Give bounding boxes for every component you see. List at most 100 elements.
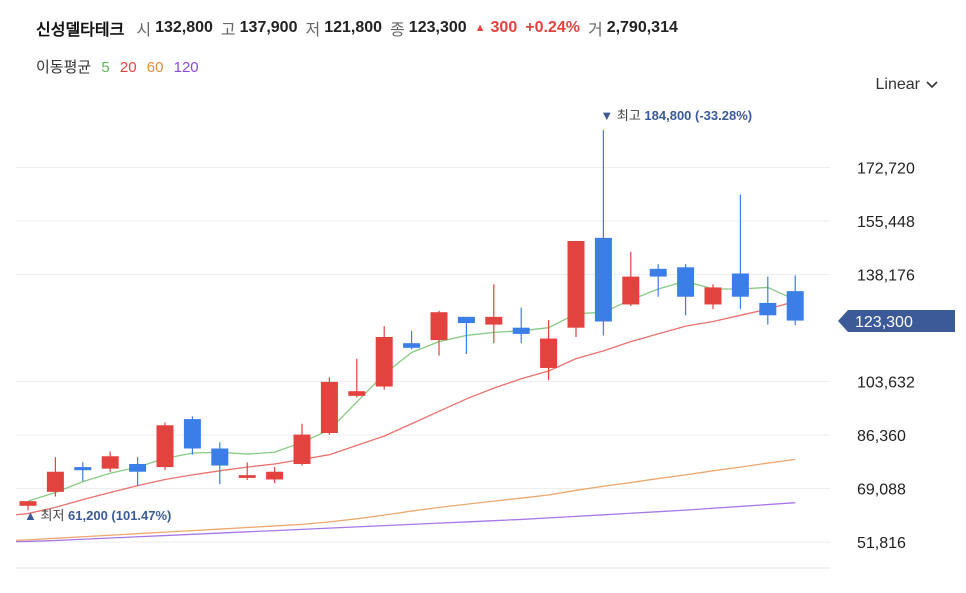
change-value: 300 <box>490 19 518 36</box>
open-value: 132,800 <box>155 19 213 36</box>
close-label: 종 <box>390 22 405 39</box>
ma-legend-item-60[interactable]: 60 <box>146 59 164 76</box>
candle <box>156 422 174 471</box>
close-value: 123,300 <box>408 19 467 36</box>
y-axis: 51,816 69,088 86,360 103,632 138,176 155,448 1… <box>857 160 915 552</box>
candle <box>183 416 201 455</box>
candle <box>594 130 612 336</box>
y-tick-label: 103,632 <box>857 374 915 391</box>
ma20-line <box>15 300 796 516</box>
candle-body <box>567 240 585 328</box>
candle-body <box>731 273 749 297</box>
candle-body <box>156 425 174 468</box>
stock-name: 신성델타테크 <box>36 22 125 39</box>
candle-body <box>375 336 393 387</box>
candle <box>457 316 475 355</box>
ma5-line <box>27 280 796 502</box>
candle-body <box>266 471 284 480</box>
candle-body <box>403 343 421 348</box>
ma-legend-item-5[interactable]: 5 <box>101 59 110 76</box>
candle-body <box>704 287 722 305</box>
high-value: 137,900 <box>239 19 298 36</box>
candle <box>266 467 284 484</box>
candle <box>74 462 92 482</box>
candle <box>211 442 229 485</box>
candle-body <box>649 268 667 277</box>
y-tick-label: 155,448 <box>857 214 915 231</box>
candle-body <box>540 338 558 368</box>
price-summary: 신성델타테크 시 132,800 고 137,900 저 121,800 종 1… <box>36 16 686 40</box>
candle-body <box>594 237 612 322</box>
min-annotation: ▲ 최저 61,200 (101.47%) <box>24 508 171 523</box>
max-annotation: ▼ 최고 184,800 (-33.28%) <box>600 108 752 123</box>
max-value: 184,800 (-33.28%) <box>644 108 752 123</box>
candle-body <box>348 391 366 396</box>
candle <box>649 264 667 297</box>
candle-body <box>101 456 119 469</box>
candle-body <box>46 471 64 492</box>
candle <box>129 457 147 486</box>
candle <box>375 326 393 390</box>
current-price-label: 123,300 <box>855 314 913 331</box>
ma-legend-item-20[interactable]: 20 <box>119 59 137 76</box>
candles <box>19 130 804 511</box>
gridlines <box>16 166 830 569</box>
y-tick-label: 51,816 <box>857 535 906 552</box>
candle-body <box>129 463 147 472</box>
candle-body <box>457 316 475 324</box>
candle <box>622 251 640 307</box>
annotations: ▼ 최고 184,800 (-33.28%) ▲ 최저 61,200 (101.4… <box>24 108 752 523</box>
candle-body <box>293 434 311 464</box>
candle <box>101 451 119 472</box>
candle <box>46 457 64 497</box>
candle <box>430 310 448 356</box>
candle-body <box>485 316 503 325</box>
open-label: 시 <box>136 22 152 39</box>
moving-average-lines <box>15 280 796 543</box>
candle <box>786 275 804 326</box>
candle <box>567 240 585 337</box>
low-label: 저 <box>305 22 321 39</box>
volume-value: 2,790,314 <box>606 19 678 36</box>
candle <box>731 194 749 310</box>
ma120-line <box>15 502 796 543</box>
scale-selector-label: Linear <box>875 76 920 93</box>
ma-legend[interactable]: 이동평균 5 20 60 120 <box>36 56 205 77</box>
max-label: 최고 <box>617 108 645 123</box>
candle <box>348 358 366 398</box>
chevron-down-icon <box>926 81 938 89</box>
candle-body <box>74 467 92 471</box>
candle-body <box>512 327 530 334</box>
change-percent: +0.24% <box>525 19 580 36</box>
candle-body <box>211 448 229 466</box>
candle <box>403 330 421 350</box>
candle-body <box>238 475 256 478</box>
candle <box>19 501 37 511</box>
candle <box>704 284 722 310</box>
candle <box>293 423 311 466</box>
price-tag-shape <box>838 310 955 332</box>
ma-legend-label: 이동평균 <box>36 59 92 76</box>
candle <box>512 307 530 344</box>
y-tick-label: 86,360 <box>857 428 906 445</box>
candle <box>677 264 695 316</box>
y-tick-label: 172,720 <box>857 160 915 177</box>
volume-label: 거 <box>587 22 603 39</box>
scale-selector[interactable]: Linear <box>876 76 938 94</box>
y-tick-label: 69,088 <box>857 481 906 498</box>
current-price-tag: 123,300 <box>838 310 955 332</box>
candle <box>238 462 256 481</box>
candle <box>485 284 503 344</box>
high-label: 고 <box>220 22 236 39</box>
min-label: 최저 <box>40 508 68 523</box>
min-value: 61,200 (101.47%) <box>68 508 171 523</box>
ma60-line <box>15 458 796 541</box>
candle <box>759 276 777 325</box>
ma-legend-item-120[interactable]: 120 <box>173 59 199 76</box>
candle-body <box>677 267 695 297</box>
candle <box>540 319 558 381</box>
candle-body <box>430 312 448 341</box>
max-arrow-icon: ▼ <box>600 108 616 123</box>
candle-body <box>759 302 777 316</box>
